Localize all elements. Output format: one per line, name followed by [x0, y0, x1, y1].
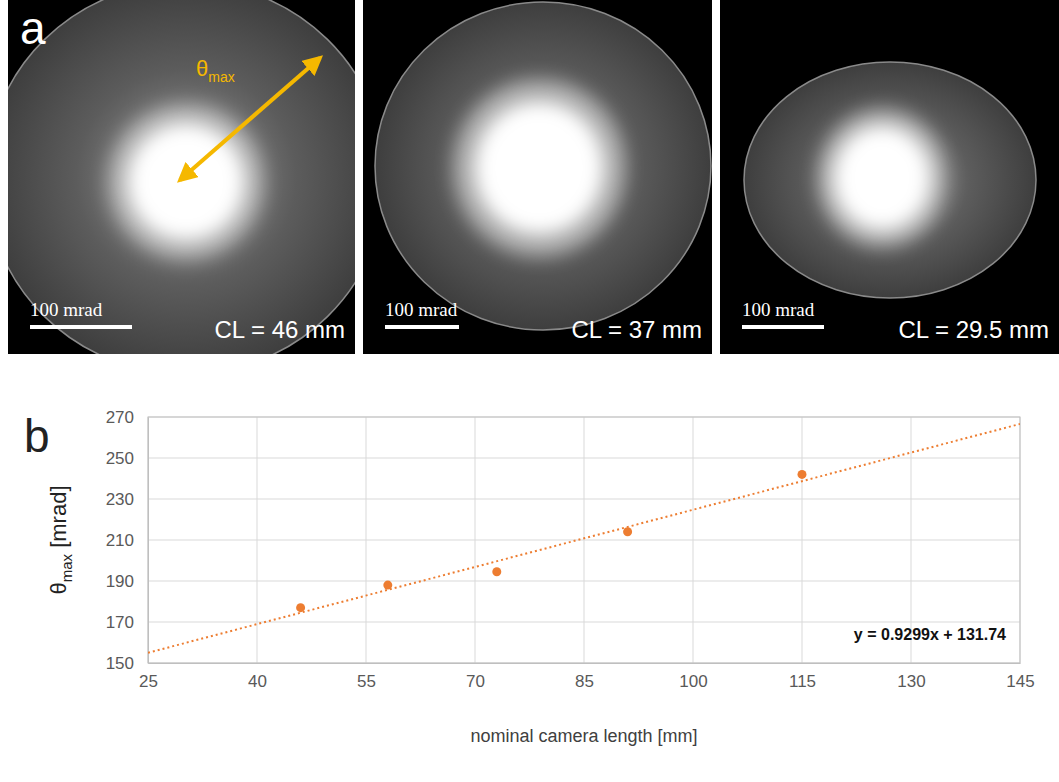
data-point [623, 527, 632, 536]
y-axis-title-main: θ [46, 582, 71, 594]
tick: 210 [106, 531, 148, 550]
image-panel: 100 mrad CL = 29.5 mm [720, 0, 1059, 354]
camera-length-label: CL = 29.5 mm [898, 316, 1049, 343]
y-grid-line [148, 581, 1020, 582]
tick: 145 [1006, 663, 1034, 691]
scale-bar [385, 325, 459, 329]
y-grid-line [148, 622, 1020, 623]
diffraction-disk [375, 2, 711, 330]
tick-label: 230 [106, 490, 134, 509]
camera-length-label: CL = 37 mm [572, 316, 703, 343]
tick: 150 [106, 654, 148, 673]
tick: 85 [575, 663, 594, 691]
tick: 230 [106, 490, 148, 509]
tick-label: 115 [789, 672, 816, 691]
scale-bar-label: 100 mrad [30, 299, 103, 320]
arrow-label: θmax [196, 56, 235, 85]
tick: 115 [789, 663, 816, 691]
scale-bar-label: 100 mrad [385, 299, 458, 320]
plot-frame [148, 417, 1020, 663]
scale-bar-label: 100 mrad [742, 299, 815, 320]
diffraction-disk [744, 62, 1036, 298]
image-background [363, 0, 712, 354]
tick: 130 [897, 663, 925, 691]
figure: 100 mradCL = 46 mmaθmax100 mradCL = 37 m… [0, 0, 1059, 782]
y-axis: 150 170 190 210 230 250 270 [106, 408, 149, 673]
trend-line [148, 424, 1020, 653]
axis-line [149, 663, 1021, 664]
y-axis-title: θmax [mrad] [46, 485, 75, 594]
marks [148, 424, 1020, 653]
central-halo [817, 108, 947, 248]
central-halo [453, 79, 626, 257]
camera-length-label: CL = 46 mm [215, 316, 346, 343]
y-axis-title-sub: max [58, 553, 75, 582]
tick-label: 70 [466, 672, 485, 691]
panel-letter: a [20, 2, 46, 54]
tick: 70 [466, 663, 485, 691]
axis-line [148, 418, 149, 664]
tick-label: 150 [106, 654, 134, 673]
tick-label: 55 [357, 672, 376, 691]
image-background [720, 0, 1059, 354]
x-axis-title: nominal camera length [mm] [470, 726, 697, 746]
tick-label: 130 [897, 672, 925, 691]
tick-label: 270 [106, 408, 134, 427]
image-content [363, 0, 712, 354]
tick-label: 170 [106, 613, 134, 632]
arrow-label-sub: max [208, 69, 234, 85]
y-axis-title-unit: [mrad] [46, 485, 71, 553]
arrow-label-symbol: θ [196, 56, 208, 81]
x-axis: 25 40 55 70 85 100 115 130 145 [139, 663, 1035, 691]
data-point [798, 470, 807, 479]
tick: 250 [106, 449, 148, 468]
image-panel: 100 mrad CL = 37 mm [363, 0, 712, 354]
tick-label: 250 [106, 449, 134, 468]
tick: 55 [357, 663, 376, 691]
central-spot [834, 126, 930, 230]
tick-label: 85 [575, 672, 594, 691]
tick-label: 100 [679, 672, 707, 691]
data-point [296, 603, 305, 612]
diffraction-disk [8, 0, 355, 354]
y-grid-line [148, 540, 1020, 541]
tick-label: 145 [1006, 672, 1034, 691]
tick-label: 190 [106, 572, 134, 591]
panel-letter: b [24, 410, 50, 462]
scale-bar [742, 325, 824, 329]
tick: 100 [679, 663, 707, 691]
tick: 25 [139, 663, 158, 691]
image-panel: 100 mrad CL = 46 mm a θmax [0, 0, 386, 374]
y-grid-line [148, 499, 1020, 500]
central-spot [475, 102, 603, 234]
scale-bar [30, 325, 132, 329]
tick-label: 25 [139, 672, 158, 691]
image-content [720, 0, 1059, 354]
tick: 170 [106, 613, 148, 632]
tick: 190 [106, 572, 148, 591]
image-content [8, 0, 355, 354]
tick-label: 210 [106, 531, 134, 550]
grid [148, 417, 1020, 663]
tick: 40 [248, 663, 267, 691]
trend-equation: y = 0.9299x + 131.74 [854, 626, 1006, 643]
data-point [492, 567, 501, 576]
tick: 270 [106, 408, 148, 427]
tick-label: 40 [248, 672, 267, 691]
